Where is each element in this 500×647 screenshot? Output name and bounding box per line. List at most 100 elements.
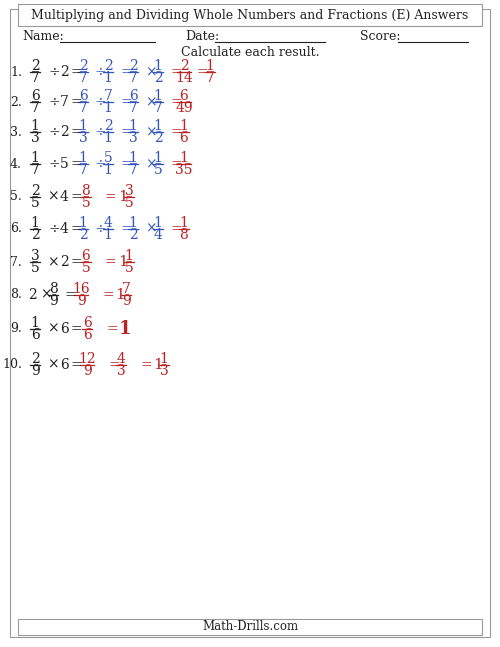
Text: 6: 6 xyxy=(180,131,188,145)
Text: ÷: ÷ xyxy=(95,125,106,139)
Text: 2: 2 xyxy=(154,71,162,85)
Text: 49: 49 xyxy=(175,101,193,115)
Text: 7: 7 xyxy=(30,101,40,115)
Text: =: = xyxy=(120,125,132,139)
Text: 1: 1 xyxy=(160,352,168,366)
Text: =: = xyxy=(171,95,182,109)
Text: =: = xyxy=(120,157,132,171)
Text: =: = xyxy=(108,358,120,372)
Text: =: = xyxy=(171,157,182,171)
Text: 5: 5 xyxy=(82,261,90,275)
Text: 1: 1 xyxy=(104,131,112,145)
Text: 7: 7 xyxy=(206,71,214,85)
Text: 3: 3 xyxy=(128,131,138,145)
Text: 2: 2 xyxy=(128,228,138,242)
Text: =: = xyxy=(70,255,82,269)
FancyBboxPatch shape xyxy=(18,4,482,26)
Text: 7: 7 xyxy=(78,163,88,177)
Text: 1: 1 xyxy=(104,101,112,115)
Text: 2: 2 xyxy=(60,125,69,139)
Text: 2: 2 xyxy=(28,288,37,302)
Text: 2: 2 xyxy=(180,59,188,73)
Text: 8.: 8. xyxy=(10,289,22,302)
Text: =: = xyxy=(70,222,82,236)
Text: 1: 1 xyxy=(78,216,88,230)
Text: 2: 2 xyxy=(78,59,88,73)
Text: 2: 2 xyxy=(154,131,162,145)
Text: =: = xyxy=(70,157,82,171)
Text: =: = xyxy=(70,95,82,109)
Text: 4: 4 xyxy=(60,222,69,236)
Text: 1: 1 xyxy=(128,119,138,133)
Text: 6: 6 xyxy=(82,249,90,263)
Text: 6: 6 xyxy=(30,328,40,342)
Text: 2: 2 xyxy=(30,228,40,242)
Text: 4: 4 xyxy=(104,216,112,230)
Text: 9: 9 xyxy=(82,364,92,378)
Text: =: = xyxy=(106,322,118,336)
Text: ×: × xyxy=(145,125,156,139)
Text: 3: 3 xyxy=(116,364,126,378)
Text: 1: 1 xyxy=(154,89,162,103)
Text: 1: 1 xyxy=(180,216,188,230)
Text: 9: 9 xyxy=(30,364,40,378)
Text: 9: 9 xyxy=(76,294,86,308)
Text: 7: 7 xyxy=(128,101,138,115)
Text: 1: 1 xyxy=(30,119,40,133)
Text: 6.: 6. xyxy=(10,223,22,236)
Text: 3: 3 xyxy=(125,184,134,198)
Text: 1: 1 xyxy=(124,249,134,263)
Text: 2: 2 xyxy=(78,228,88,242)
Text: 3: 3 xyxy=(30,249,40,263)
Text: =: = xyxy=(102,288,114,302)
Text: 7: 7 xyxy=(78,101,88,115)
Text: =: = xyxy=(105,255,117,269)
Text: Multiplying and Dividing Whole Numbers and Fractions (E) Answers: Multiplying and Dividing Whole Numbers a… xyxy=(32,8,469,21)
Text: 5: 5 xyxy=(30,196,40,210)
Text: 1: 1 xyxy=(154,216,162,230)
Text: Name:: Name: xyxy=(22,30,64,43)
Text: 7: 7 xyxy=(78,71,88,85)
Text: 2: 2 xyxy=(128,59,138,73)
Text: 1: 1 xyxy=(118,255,128,269)
Text: =: = xyxy=(171,222,182,236)
Text: 5: 5 xyxy=(154,163,162,177)
Text: =: = xyxy=(120,222,132,236)
Text: =: = xyxy=(71,322,83,336)
FancyBboxPatch shape xyxy=(18,619,482,635)
Text: ÷: ÷ xyxy=(48,65,60,79)
Text: 2: 2 xyxy=(104,119,112,133)
Text: 6: 6 xyxy=(82,316,92,330)
Text: 7: 7 xyxy=(154,101,162,115)
Text: 1: 1 xyxy=(180,151,188,165)
Text: =: = xyxy=(70,190,82,204)
Text: 7: 7 xyxy=(104,89,112,103)
Text: ÷: ÷ xyxy=(48,125,60,139)
Text: 14: 14 xyxy=(175,71,193,85)
Text: =: = xyxy=(120,65,132,79)
Text: 1: 1 xyxy=(154,151,162,165)
Text: 1: 1 xyxy=(154,119,162,133)
Text: 2: 2 xyxy=(30,352,40,366)
Text: 3: 3 xyxy=(78,131,88,145)
Text: 5.: 5. xyxy=(10,190,22,204)
Text: 1: 1 xyxy=(30,316,40,330)
Text: ÷: ÷ xyxy=(95,65,106,79)
Text: ÷: ÷ xyxy=(48,222,60,236)
Text: 7: 7 xyxy=(30,163,40,177)
Text: 9: 9 xyxy=(122,294,130,308)
Text: Math-Drills.com: Math-Drills.com xyxy=(202,620,298,633)
Text: 12: 12 xyxy=(78,352,96,366)
Text: 35: 35 xyxy=(176,163,193,177)
Text: 1: 1 xyxy=(119,320,132,338)
Text: =: = xyxy=(140,358,151,372)
Text: 7: 7 xyxy=(30,71,40,85)
Text: 5: 5 xyxy=(125,261,134,275)
Text: 1: 1 xyxy=(128,151,138,165)
Text: 7: 7 xyxy=(128,71,138,85)
Text: 2.: 2. xyxy=(10,96,22,109)
Text: 2: 2 xyxy=(30,184,40,198)
Text: 6: 6 xyxy=(60,322,69,336)
Text: ÷: ÷ xyxy=(95,222,106,236)
Text: =: = xyxy=(70,65,82,79)
